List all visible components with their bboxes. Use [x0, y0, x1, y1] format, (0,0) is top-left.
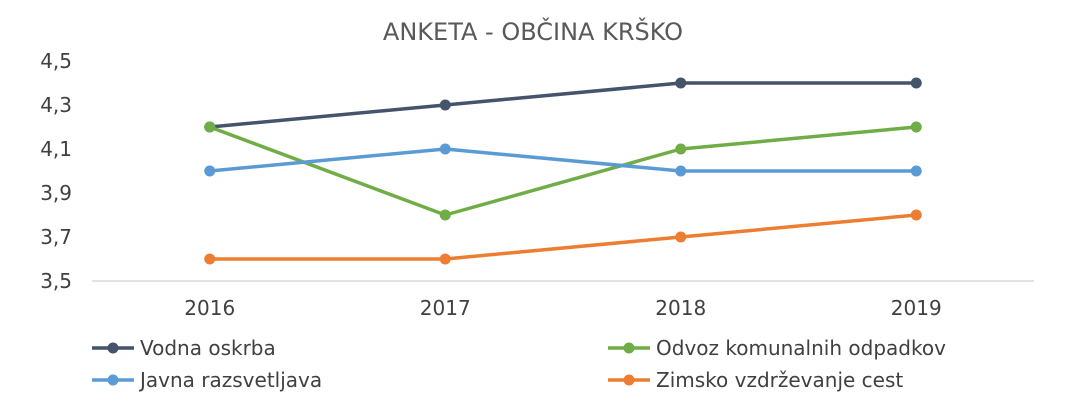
- series-zimsko-vzdrzevanje-cest: [204, 209, 922, 265]
- x-tick-label: 2018: [655, 296, 706, 320]
- legend-marker: [623, 342, 635, 354]
- series-layer: [204, 77, 922, 265]
- series-odvoz-komunalnih-odpadkov: [204, 121, 922, 221]
- legend-label: Odvoz komunalnih odpadkov: [656, 336, 946, 360]
- data-point: [910, 77, 922, 89]
- legend-label: Javna razsvetljava: [138, 368, 322, 392]
- legend: Vodna oskrba Odvoz komunalnih odpadkov Jav…: [92, 336, 946, 392]
- data-point: [675, 231, 687, 243]
- y-tick-label: 3,5: [40, 269, 72, 293]
- data-point: [204, 165, 216, 177]
- x-tick-label: 2016: [184, 296, 235, 320]
- y-tick-label: 3,7: [40, 225, 72, 249]
- legend-item: Vodna oskrba: [92, 336, 276, 360]
- y-tick-label: 3,9: [40, 181, 72, 205]
- x-axis-ticks: 2016 2017 2018 2019: [184, 296, 941, 320]
- y-tick-label: 4,1: [40, 137, 72, 161]
- data-point: [439, 143, 451, 155]
- data-point: [439, 99, 451, 111]
- x-tick-label: 2017: [420, 296, 471, 320]
- data-point: [910, 121, 922, 133]
- legend-label: Vodna oskrba: [140, 336, 276, 360]
- y-tick-label: 4,5: [40, 49, 72, 73]
- legend-marker: [107, 374, 119, 386]
- legend-item: Javna razsvetljava: [92, 368, 322, 392]
- y-tick-label: 4,3: [40, 93, 72, 117]
- series-line: [208, 81, 919, 129]
- data-point: [204, 253, 216, 265]
- data-point: [675, 143, 687, 155]
- legend-item: Odvoz komunalnih odpadkov: [608, 336, 946, 360]
- series-javna-razsvetljava: [204, 143, 922, 177]
- y-axis-ticks: 3,5 3,7 3,9 4,1 4,3 4,5: [40, 49, 72, 293]
- data-point: [910, 209, 922, 221]
- legend-label: Zimsko vzdrževanje cest: [656, 368, 903, 392]
- series-line: [208, 213, 919, 261]
- data-point: [439, 209, 451, 221]
- series-line: [208, 147, 919, 173]
- legend-item: Zimsko vzdrževanje cest: [608, 368, 903, 392]
- x-tick-label: 2019: [891, 296, 942, 320]
- series-vodna-oskrba: [204, 77, 922, 133]
- data-point: [675, 165, 687, 177]
- data-point: [910, 165, 922, 177]
- legend-marker: [623, 374, 635, 386]
- series-line: [208, 125, 919, 217]
- chart-title: ANKETA - OBČINA KRŠKO: [383, 16, 683, 46]
- data-point: [204, 121, 216, 133]
- data-point: [675, 77, 687, 89]
- data-point: [439, 253, 451, 265]
- legend-marker: [107, 342, 119, 354]
